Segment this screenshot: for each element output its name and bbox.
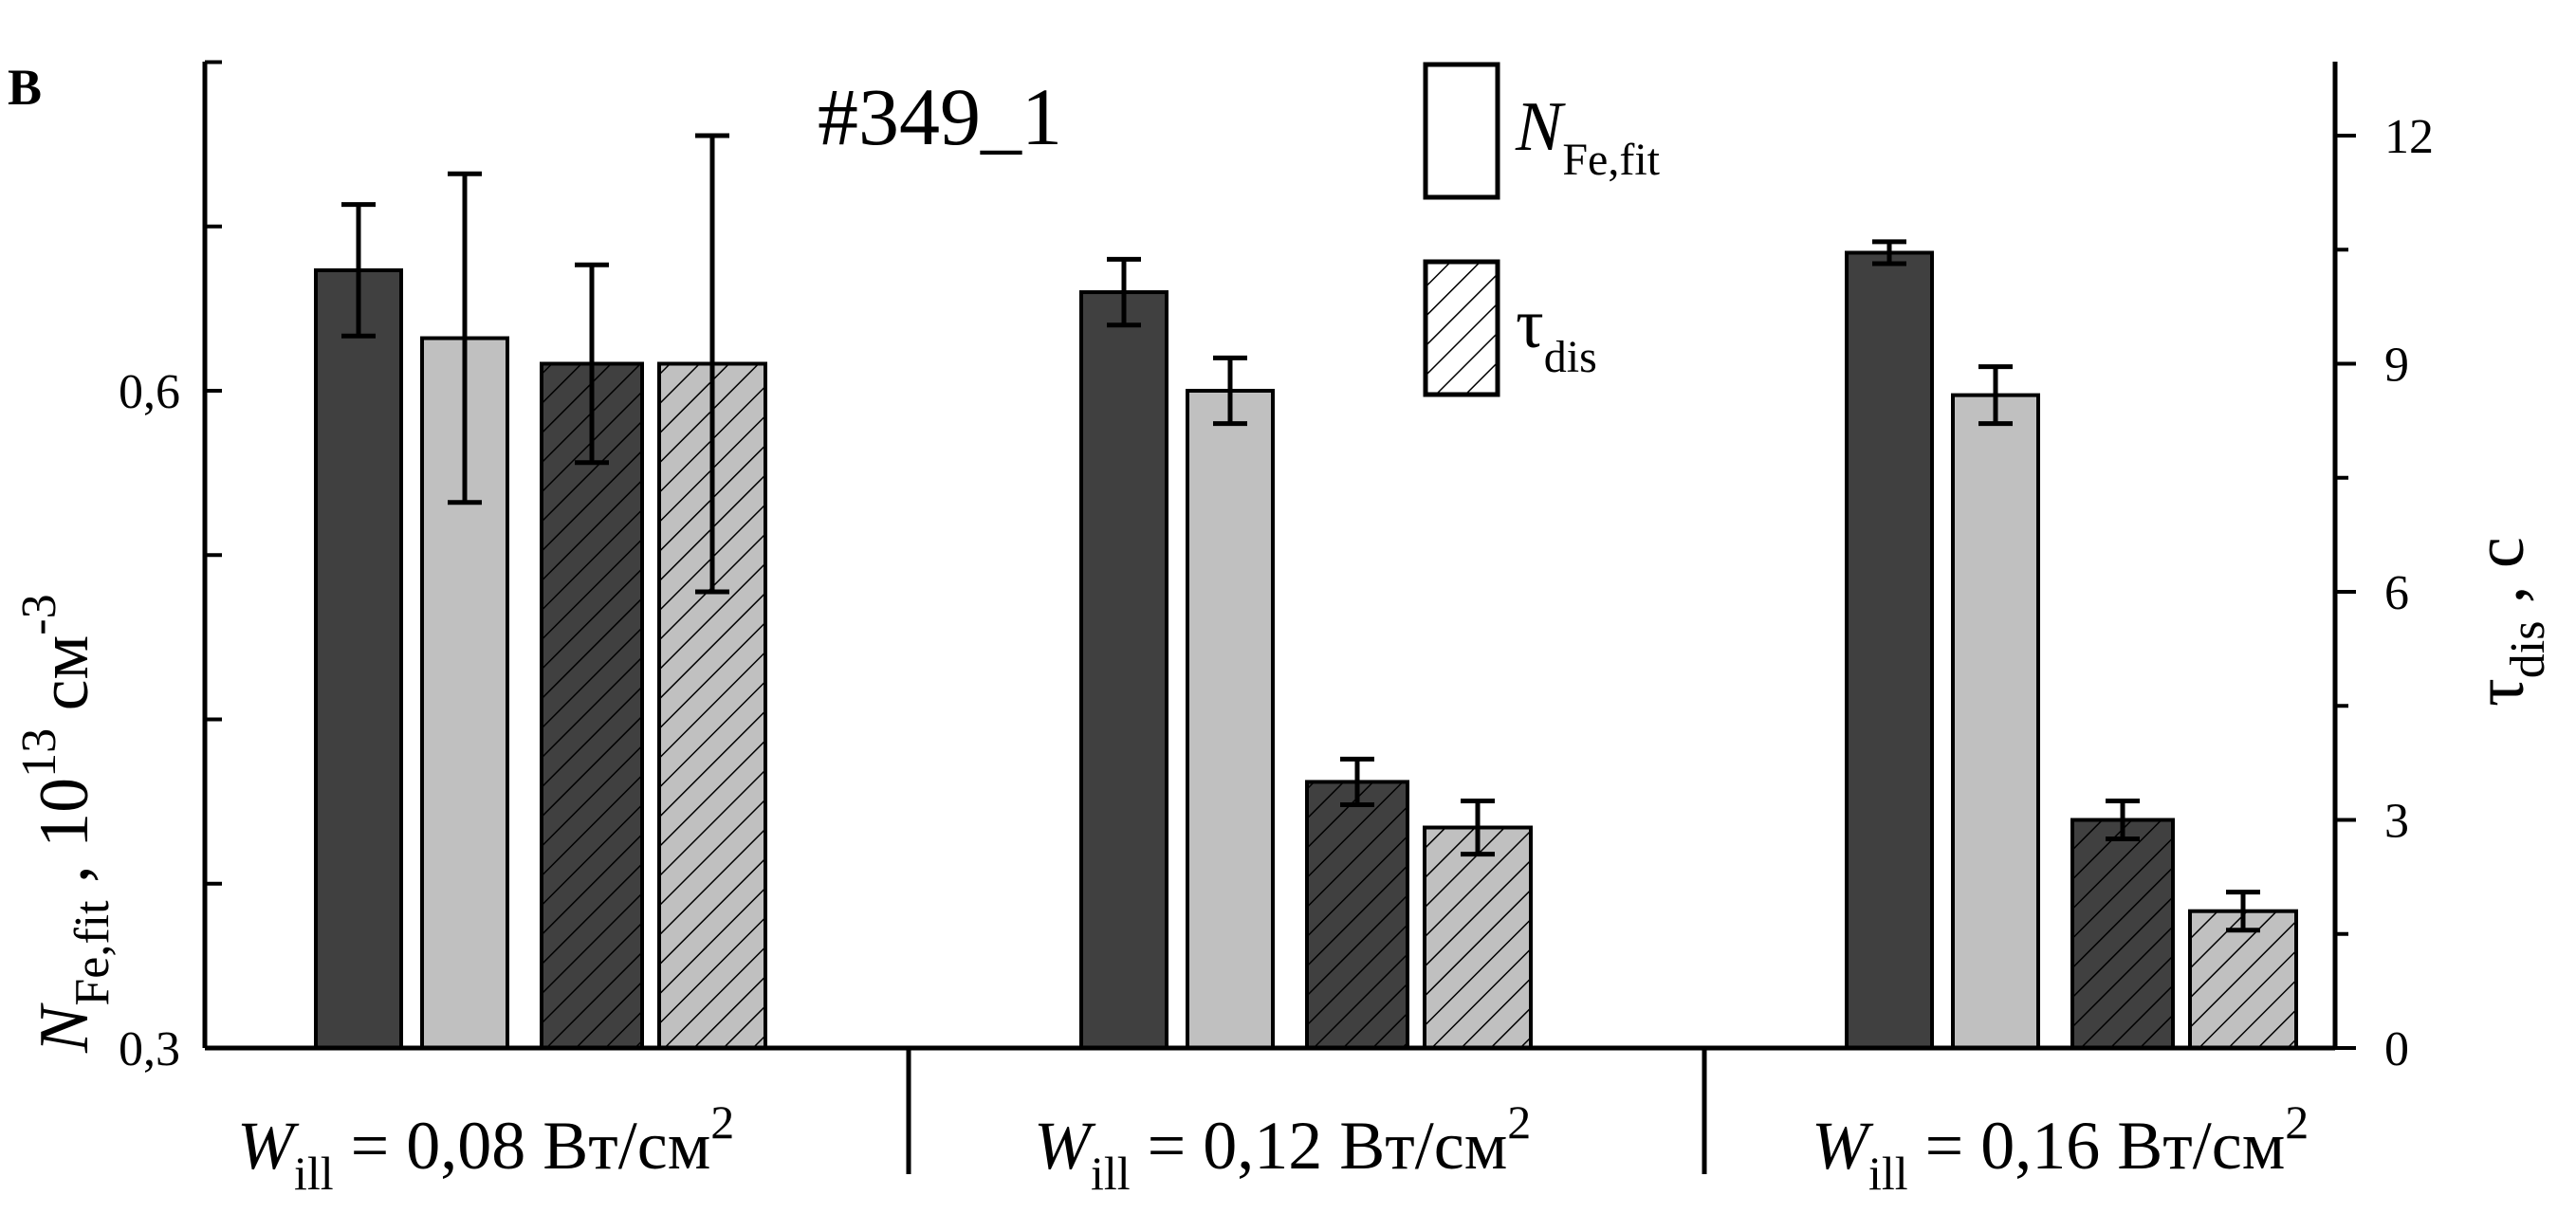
bar-tau_dark-1 bbox=[540, 361, 644, 1050]
left-tick-label: 0,6 bbox=[119, 365, 180, 419]
error-bar-tau_light-1 bbox=[695, 133, 729, 595]
category-1-sup: 2 bbox=[710, 1095, 734, 1149]
error-bars-layer bbox=[341, 133, 2260, 933]
error-bar-tau_dark-2 bbox=[1340, 756, 1374, 807]
category-3-symbol: W bbox=[1812, 1108, 1874, 1184]
right-tick-label: 6 bbox=[2384, 566, 2409, 620]
error-bar-tau_dark-1 bbox=[575, 262, 609, 466]
left-tick-label: 0,3 bbox=[119, 1022, 180, 1076]
right-tick-label: 9 bbox=[2384, 339, 2409, 393]
category-3-sup: 2 bbox=[2285, 1095, 2309, 1149]
right-tick-label: 3 bbox=[2384, 795, 2409, 849]
panel-label: B bbox=[8, 59, 42, 116]
legend-label-2: τdis bbox=[1516, 285, 1597, 382]
left-axis-label: NFe,fit , 1013 см-3 bbox=[12, 594, 120, 1054]
error-bar-N_dark-3 bbox=[1872, 239, 1906, 267]
error-bar-tau_dark-3 bbox=[2106, 798, 2140, 842]
chart-title: #349_1 bbox=[818, 71, 1062, 162]
bars-layer bbox=[314, 250, 2298, 1051]
category-label-2: Will = 0,12 Вт/см2 bbox=[1034, 1095, 1531, 1200]
error-bar-N_dark-2 bbox=[1107, 256, 1141, 328]
right-axis-label-text: , с bbox=[2461, 537, 2539, 620]
error-bar-tau_light-3 bbox=[2226, 890, 2260, 933]
left-axis-label-symbol: N bbox=[26, 1002, 103, 1054]
category-1-text: = 0,08 Вт/см bbox=[334, 1108, 711, 1184]
left-axis-label-sup1: 13 bbox=[12, 728, 66, 778]
legend-item-2: τdis bbox=[1423, 259, 1597, 397]
legend-item-1: NFe,fit bbox=[1423, 62, 1661, 200]
category-1-sub: ill bbox=[294, 1147, 334, 1200]
left-axis-label-text: , 10 bbox=[26, 778, 103, 901]
legend: NFe,fit τdis bbox=[1423, 62, 1661, 397]
legend-label-1: NFe,fit bbox=[1515, 88, 1661, 185]
category-label-3: Will = 0,16 Вт/см2 bbox=[1812, 1095, 2309, 1200]
bar-N_dark-1 bbox=[314, 267, 403, 1050]
bar-tau_light-2 bbox=[1423, 825, 1533, 1050]
error-bar-N_light-1 bbox=[448, 171, 482, 506]
ticks-layer: 0,3 0,6 0 3 6 9 12 bbox=[119, 60, 2434, 1076]
category-1-symbol: W bbox=[237, 1108, 300, 1184]
category-2-text: = 0,12 Вт/см bbox=[1131, 1108, 1508, 1184]
legend-swatch-2 bbox=[1423, 259, 1500, 397]
error-bar-N_light-2 bbox=[1213, 355, 1247, 427]
legend-swatch-1 bbox=[1423, 62, 1500, 200]
right-tick-label: 0 bbox=[2384, 1022, 2409, 1076]
bar-tau_dark-2 bbox=[1305, 780, 1409, 1051]
bar-N_dark-2 bbox=[1079, 290, 1168, 1050]
error-bar-tau_light-2 bbox=[1461, 798, 1495, 857]
category-2-symbol: W bbox=[1034, 1108, 1096, 1184]
error-bar-N_dark-1 bbox=[341, 202, 376, 339]
bar-N_light-3 bbox=[1951, 393, 2040, 1050]
category-3-text: = 0,16 Вт/см bbox=[1908, 1108, 2286, 1184]
right-axis-label: τdis , с bbox=[2461, 537, 2555, 707]
category-2-sub: ill bbox=[1091, 1147, 1131, 1200]
bar-N_dark-3 bbox=[1845, 250, 1934, 1051]
right-tick-label: 12 bbox=[2384, 110, 2434, 164]
left-axis-label-text2: см bbox=[26, 635, 103, 728]
left-axis-label-sup2: -3 bbox=[12, 594, 66, 634]
right-axis-label-symbol: τ bbox=[2461, 678, 2539, 707]
left-axis-label-sub: Fe,fit bbox=[65, 900, 120, 1006]
bar-tau_dark-3 bbox=[2070, 818, 2175, 1050]
category-label-1: Will = 0,08 Вт/см2 bbox=[237, 1095, 734, 1200]
right-axis-label-sub: dis bbox=[2501, 621, 2555, 679]
error-bar-N_light-3 bbox=[1978, 364, 2013, 427]
category-2-sup: 2 bbox=[1507, 1095, 1531, 1149]
bar-N_light-2 bbox=[1186, 389, 1275, 1050]
category-3-sub: ill bbox=[1868, 1147, 1908, 1200]
